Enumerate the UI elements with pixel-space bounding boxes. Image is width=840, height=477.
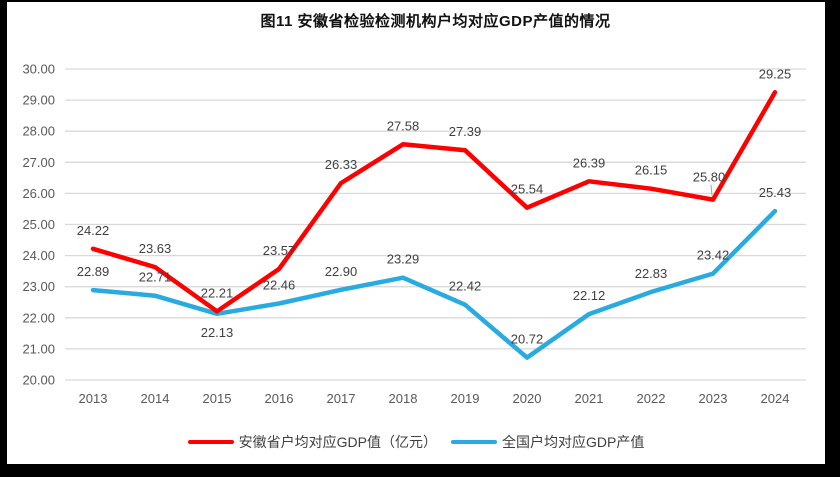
data-label: 24.22 bbox=[77, 223, 110, 238]
y-axis-tick-label: 28.00 bbox=[22, 124, 55, 139]
data-label: 22.89 bbox=[77, 264, 110, 279]
data-label: 20.72 bbox=[511, 332, 544, 347]
y-axis-tick-label: 27.00 bbox=[22, 155, 55, 170]
x-axis-tick-label: 2016 bbox=[265, 391, 294, 406]
y-axis-tick-label: 24.00 bbox=[22, 248, 55, 263]
data-label: 23.29 bbox=[387, 252, 420, 267]
y-axis-tick-label: 29.00 bbox=[22, 93, 55, 108]
legend-item-national: 全国户均对应GDP产值 bbox=[451, 432, 644, 452]
data-label: 23.57 bbox=[263, 243, 296, 258]
data-label: 22.21 bbox=[201, 285, 234, 300]
x-axis-tick-label: 2021 bbox=[575, 391, 604, 406]
data-label: 23.63 bbox=[139, 241, 172, 256]
legend-label-anhui: 安徽省户均对应GDP值（亿元） bbox=[238, 434, 437, 450]
data-label: 26.15 bbox=[635, 163, 668, 178]
y-axis-tick-label: 20.00 bbox=[22, 373, 55, 388]
data-label: 22.90 bbox=[325, 264, 358, 279]
data-label: 25.80 bbox=[693, 170, 726, 185]
data-label: 26.39 bbox=[573, 155, 606, 170]
y-axis-tick-label: 21.00 bbox=[22, 341, 55, 356]
y-axis-tick-label: 26.00 bbox=[22, 186, 55, 201]
x-axis-tick-label: 2017 bbox=[327, 391, 356, 406]
x-axis-tick-label: 2022 bbox=[637, 391, 666, 406]
data-label: 22.46 bbox=[263, 277, 296, 292]
x-axis-tick-label: 2015 bbox=[203, 391, 232, 406]
legend-item-anhui: 安徽省户均对应GDP值（亿元） bbox=[187, 432, 437, 452]
series-line-0 bbox=[90, 90, 778, 314]
chart-legend: 安徽省户均对应GDP值（亿元） 全国户均对应GDP产值 bbox=[7, 432, 825, 452]
legend-label-national: 全国户均对应GDP产值 bbox=[502, 434, 645, 450]
x-axis-tick-label: 2013 bbox=[79, 391, 108, 406]
data-label: 22.71 bbox=[139, 270, 172, 285]
data-label: 22.12 bbox=[573, 288, 606, 303]
y-axis-tick-label: 25.00 bbox=[22, 217, 55, 232]
data-label-leader-line bbox=[710, 184, 713, 196]
y-axis-tick-label: 22.00 bbox=[22, 310, 55, 325]
x-axis-tick-label: 2018 bbox=[389, 391, 418, 406]
series-line-1 bbox=[90, 208, 778, 360]
x-axis-tick-label: 2020 bbox=[513, 391, 542, 406]
y-axis-tick-label: 30.00 bbox=[22, 62, 55, 77]
chart-canvas: 图11 安徽省检验检测机构户均对应GDP产值的情况 20.00 21.00 22.0… bbox=[7, 2, 825, 464]
y-axis-tick-label: 23.00 bbox=[22, 279, 55, 294]
x-axis-tick-label: 2023 bbox=[699, 391, 728, 406]
data-label: 22.83 bbox=[635, 266, 668, 281]
data-label: 26.33 bbox=[325, 157, 358, 172]
data-label: 22.42 bbox=[449, 279, 482, 294]
data-label: 25.54 bbox=[511, 182, 544, 197]
x-axis-tick-label: 2024 bbox=[761, 391, 790, 406]
chart-title: 图11 安徽省检验检测机构户均对应GDP产值的情况 bbox=[260, 13, 611, 30]
x-axis-tick-label: 2014 bbox=[141, 391, 170, 406]
x-axis-tick-label: 2019 bbox=[451, 391, 480, 406]
legend-swatch-blue-line-icon bbox=[451, 439, 497, 445]
line-chart-plot-area: 20.00 21.00 22.00 23.00 24.00 25.00 26.00 27.00… bbox=[22, 62, 806, 406]
data-label: 27.39 bbox=[449, 124, 482, 139]
data-label: 23.42 bbox=[697, 248, 730, 263]
data-label: 27.58 bbox=[387, 118, 420, 133]
data-label: 25.43 bbox=[759, 185, 792, 200]
data-label: 29.25 bbox=[759, 66, 792, 81]
legend-swatch-red-line-icon bbox=[187, 439, 234, 445]
data-label: 22.13 bbox=[201, 325, 234, 340]
